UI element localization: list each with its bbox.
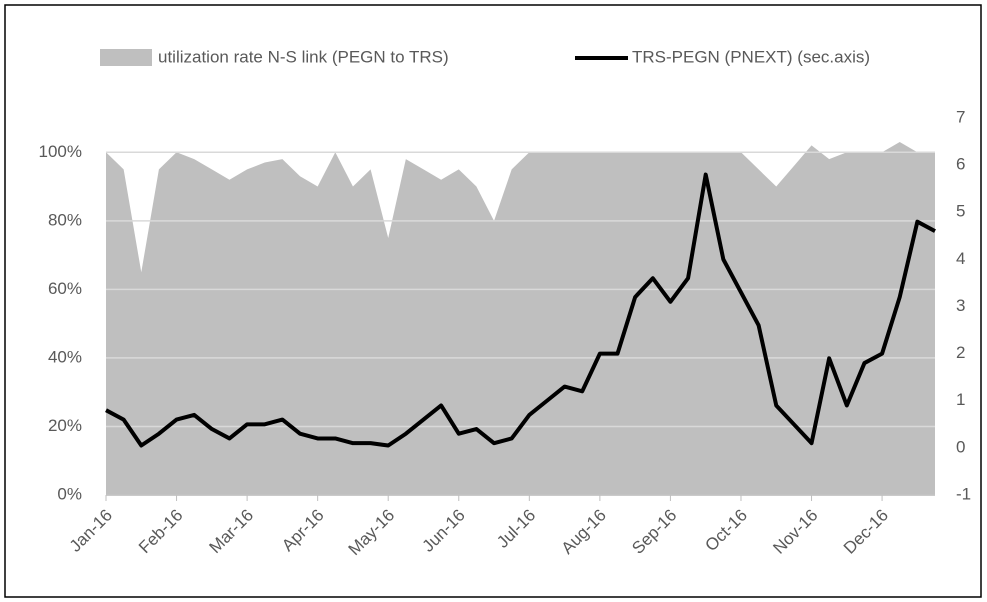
y2-tick-label: 5: [956, 202, 965, 221]
y2-tick-label: 4: [956, 249, 965, 268]
legend-label: TRS-PEGN (PNEXT) (sec.axis): [632, 47, 870, 66]
area: [106, 141, 935, 495]
line: [105, 172, 936, 448]
y2-tick-label: -1: [956, 484, 971, 503]
y2-tick-label: 6: [956, 155, 965, 174]
legend-swatch: [100, 49, 152, 66]
y-tick-label: 80%: [48, 210, 82, 229]
y2-tick-label: 3: [956, 296, 965, 315]
y-tick-label: 60%: [48, 279, 82, 298]
legend-label: utilization rate N-S link (PEGN to TRS): [158, 47, 449, 66]
y-tick-label: 100%: [39, 142, 82, 161]
y-tick-label: 40%: [48, 347, 82, 366]
y2-tick-label: 1: [956, 390, 965, 409]
y-tick-label: 20%: [48, 416, 82, 435]
y2-tick-label: 0: [956, 437, 965, 456]
y2-tick-label: 2: [956, 343, 965, 362]
y-tick-label: 0%: [57, 484, 82, 503]
y2-tick-label: 7: [956, 107, 965, 126]
